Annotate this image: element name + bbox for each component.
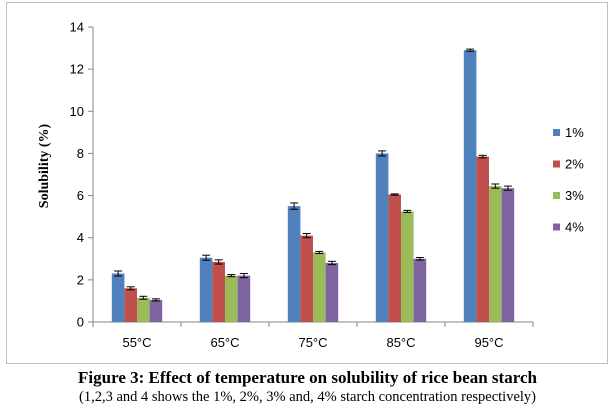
legend-swatch: [553, 192, 560, 199]
legend-label: 2%: [565, 157, 584, 172]
bar: [401, 211, 414, 322]
bar: [111, 273, 125, 322]
bar: [375, 153, 389, 322]
y-tick-label: 6: [77, 188, 84, 203]
x-tick-label: 85°C: [386, 335, 415, 350]
bar: [137, 297, 150, 322]
legend-label: 3%: [565, 188, 584, 203]
legend: 1% 2% 3% 4%: [553, 125, 584, 235]
bar: [413, 258, 427, 322]
caption-title: Figure 3: Effect of temperature on solub…: [78, 368, 537, 387]
bar: [124, 288, 137, 322]
bar: [199, 257, 213, 322]
y-tick-label: 0: [77, 315, 84, 330]
bar: [212, 261, 225, 322]
bar-chart: 0 2 4 6 8 10 12 14 55°C 65°C 75°C 85°C 95°C 1% 2% 3% 4%…: [37, 20, 584, 351]
bar: [300, 235, 313, 322]
y-tick-label: 8: [77, 146, 84, 161]
x-tick-label: 75°C: [298, 335, 327, 350]
bar: [489, 186, 502, 322]
chart-frame: 0 2 4 6 8 10 12 14 55°C 65°C 75°C 85°C 95°C 1% 2% 3% 4%…: [6, 2, 608, 364]
legend-label: 4%: [565, 220, 584, 235]
bar: [225, 275, 238, 322]
y-axis-title: Solubility (%): [37, 123, 52, 208]
bar: [501, 188, 515, 322]
x-tick-label: 95°C: [474, 335, 503, 350]
bar: [237, 275, 251, 322]
y-tick-label: 2: [77, 272, 84, 287]
bar: [313, 252, 326, 322]
bar: [476, 156, 489, 322]
caption-subtitle: (1,2,3 and 4 shows the 1%, 2%, 3% and, 4…: [78, 389, 537, 405]
axes: 0 2 4 6 8 10 12 14 55°C 65°C 75°C 85°C 95°C: [70, 20, 534, 350]
legend-swatch: [553, 129, 560, 136]
y-tick-label: 14: [70, 20, 84, 35]
bar: [325, 263, 339, 322]
legend-swatch: [553, 160, 560, 168]
bar: [463, 50, 477, 323]
figure-caption: Figure 3: Effect of temperature on solub…: [0, 368, 615, 406]
bar: [287, 206, 301, 322]
bar: [388, 194, 401, 322]
legend-label: 1%: [565, 125, 584, 140]
bar: [149, 299, 163, 322]
y-tick-label: 12: [70, 62, 84, 77]
x-tick-label: 65°C: [210, 335, 239, 350]
y-tick-label: 4: [77, 230, 84, 245]
x-tick-label: 55°C: [122, 335, 151, 350]
bars: [111, 48, 515, 323]
legend-swatch: [553, 223, 560, 231]
y-tick-label: 10: [70, 104, 84, 119]
